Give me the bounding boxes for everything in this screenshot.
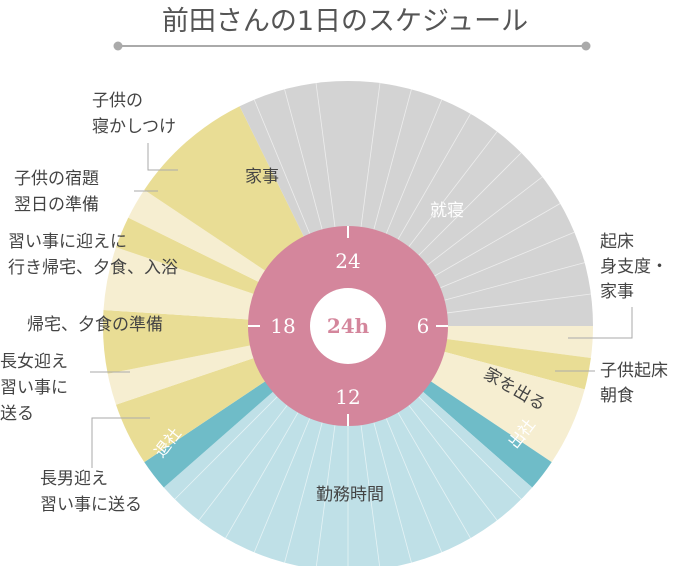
callout-son-line1: 長男迎え bbox=[40, 469, 108, 489]
hour-gridline bbox=[373, 422, 412, 563]
hour-gridline bbox=[434, 203, 561, 277]
callout-kids-wakeup: 子供起床 朝食 bbox=[600, 361, 668, 406]
hour-gridline bbox=[315, 83, 336, 227]
leader-bedtime bbox=[147, 143, 178, 171]
hour-mark-12: 12 bbox=[335, 385, 360, 409]
callout-wakeup-line3: 家事 bbox=[600, 282, 634, 302]
callout-daughter-line1: 長女迎え bbox=[0, 352, 68, 372]
hour-gridline bbox=[447, 293, 591, 314]
hour-gridline bbox=[253, 418, 311, 553]
leader-wakeup bbox=[568, 307, 633, 339]
diagram-title: 前田さんの1日のスケジュール bbox=[162, 6, 528, 37]
hour-gridline bbox=[427, 176, 543, 266]
callout-wakeup-line1: 起床 bbox=[600, 232, 634, 252]
hour-gridline bbox=[397, 113, 471, 240]
hour-gridline bbox=[373, 89, 412, 230]
hour-gridline bbox=[408, 405, 498, 521]
callout-kids-wakeup-line1: 子供起床 bbox=[600, 361, 668, 381]
callout-bedtime: 子供の 寝かしつけ bbox=[92, 91, 176, 137]
callout-homework-line1: 子供の宿題 bbox=[14, 169, 99, 189]
hour-gridline bbox=[198, 405, 288, 521]
callout-lessons-line2: 行き帰宅、夕食、入浴 bbox=[8, 258, 178, 278]
hour-gridline bbox=[408, 131, 498, 247]
hour-gridline bbox=[418, 152, 522, 256]
callout-daughter-line2: 習い事に bbox=[0, 378, 68, 398]
hour-mark-18: 18 bbox=[270, 314, 295, 338]
callout-wakeup: 起床 身支度・ 家事 bbox=[600, 232, 668, 302]
hour-gridline bbox=[418, 396, 522, 500]
hour-gridline bbox=[360, 425, 381, 566]
label-sleep: 就寝 bbox=[430, 200, 464, 221]
callout-lessons-pickup: 習い事に迎えに 行き帰宅、夕食、入浴 bbox=[8, 232, 178, 278]
center-label: 24h bbox=[327, 314, 370, 338]
hour-gridline bbox=[444, 262, 585, 301]
callout-lessons-line1: 習い事に迎えに bbox=[8, 232, 127, 252]
hour-gridline bbox=[440, 231, 575, 289]
callout-son-line2: 習い事に送る bbox=[40, 495, 142, 515]
hour-mark-6: 6 bbox=[417, 314, 430, 338]
hour-gridline bbox=[284, 422, 323, 563]
label-work: 勤務時間 bbox=[316, 485, 384, 505]
callout-bedtime-line2: 寝かしつけ bbox=[92, 116, 176, 137]
hour-gridline bbox=[360, 83, 381, 227]
callout-daughter-line3: 送る bbox=[0, 404, 34, 424]
title-underline bbox=[113, 41, 591, 51]
hour-gridline bbox=[385, 418, 443, 553]
leader-son bbox=[91, 417, 150, 468]
hour-gridline bbox=[385, 99, 443, 234]
hour-gridline bbox=[174, 396, 278, 500]
callout-home-dinner-line1: 帰宅、夕食の準備 bbox=[27, 315, 163, 335]
hour-gridline bbox=[253, 99, 311, 234]
callout-homework: 子供の宿題 翌日の準備 bbox=[14, 169, 99, 215]
hour-mark-24: 24 bbox=[335, 249, 360, 273]
callout-wakeup-line2: 身支度・ bbox=[600, 257, 668, 277]
center-circle bbox=[310, 288, 386, 364]
leader-lines bbox=[90, 143, 633, 468]
hour-gridline bbox=[397, 412, 471, 539]
callout-son-pickup: 長男迎え 習い事に送る bbox=[40, 469, 142, 515]
label-housework: 家事 bbox=[245, 167, 279, 187]
hour-ticks bbox=[248, 226, 448, 426]
callout-bedtime-line1: 子供の bbox=[92, 91, 143, 111]
hour-gridline bbox=[225, 412, 299, 539]
callout-homework-line2: 翌日の準備 bbox=[14, 195, 99, 215]
callout-kids-wakeup-line2: 朝食 bbox=[600, 386, 634, 406]
callout-home-dinner: 帰宅、夕食の準備 bbox=[27, 315, 163, 335]
hour-gridline bbox=[284, 89, 323, 230]
callout-daughter-pickup: 長女迎え 習い事に 送る bbox=[0, 352, 68, 424]
hour-gridline bbox=[315, 425, 336, 566]
